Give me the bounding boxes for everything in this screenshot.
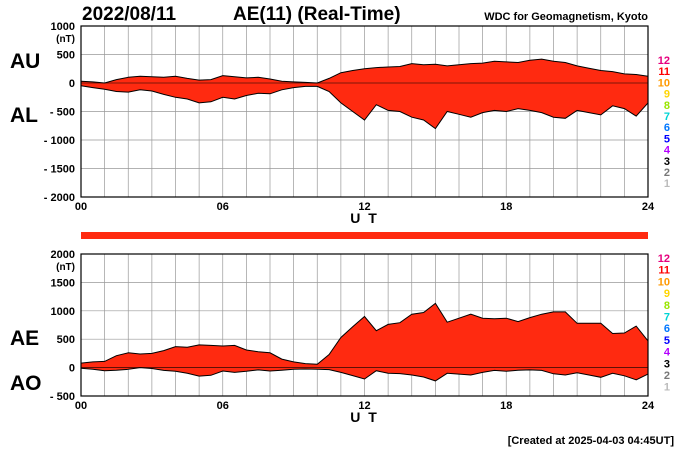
panel-2-ytick-label: - 500 (50, 391, 75, 403)
panel-2-series-ae-line (80, 302, 649, 365)
panel-1-ytick-label: - 1500 (44, 164, 75, 176)
panel-1-ytick-label: 500 (57, 50, 75, 62)
panel-1-frame (80, 25, 649, 198)
panel-1-xtick-label: 24 (642, 201, 655, 213)
panel-1-ytick-label: 0 (69, 78, 75, 90)
panel-1-xtick-label: 00 (75, 201, 87, 213)
panel-1-unit-label: (nT) (56, 34, 75, 45)
panel-1-xtick-label: 12 (358, 201, 370, 213)
panel-2-legend-hour-12: 12 (658, 253, 670, 265)
ao-label: AO (10, 372, 42, 395)
source-label: WDC for Geomagnetism, Kyoto (484, 11, 648, 23)
panel-2-ytick-label: 500 (57, 334, 75, 346)
panel-2-xaxis-label: U T (350, 409, 379, 425)
panel-2-envelope-fill (81, 303, 648, 381)
panel-2-frame (80, 253, 649, 397)
panel-1-ytick-label: - 1000 (44, 135, 75, 147)
panel-1-series-al-line (80, 85, 649, 130)
panel-2-ytick-label: 2000 (51, 249, 75, 261)
created-timestamp: [Created at 2025-04-03 04:45UT] (507, 435, 674, 447)
panel-2-legend-hour-1: 1 (664, 382, 670, 394)
panel-1-legend-hour-9: 9 (664, 89, 670, 101)
page-title-date: 2022/08/11 (82, 4, 177, 25)
panel-2-xtick-label: 12 (358, 400, 370, 412)
al-label: AL (10, 104, 38, 127)
panel-2-legend-hour-11: 11 (658, 265, 670, 277)
panel-2-xtick-label: 00 (75, 400, 87, 412)
panel-1-ytick-label: - 2000 (44, 192, 75, 204)
panel-2-xtick-label: 06 (217, 400, 229, 412)
panel-2-unit-label: (nT) (56, 262, 75, 273)
panel-1-legend-hour-1: 1 (664, 178, 670, 190)
panel-2-legend-hour-4: 4 (664, 347, 671, 359)
panel-1-legend-hour-12: 12 (658, 55, 670, 67)
panel-2-ytick-label: 1000 (51, 306, 75, 318)
panel-1-legend-hour-8: 8 (664, 100, 670, 112)
page-title-index: AE(11) (Real-Time) (233, 4, 401, 25)
ae-label: AE (10, 327, 40, 350)
panel-2-legend-hour-5: 5 (664, 335, 670, 347)
panel-1-series-au-line (80, 58, 649, 84)
panel-1-legend-hour-6: 6 (664, 122, 670, 134)
panel-1-ytick-label: - 500 (50, 107, 75, 119)
panel-1-ytick-label: 1000 (51, 21, 75, 33)
separator-bar (81, 232, 648, 239)
panel-1-legend-hour-7: 7 (664, 111, 670, 123)
panel-1-legend-hour-2: 2 (664, 167, 670, 179)
panel-2-legend-hour-9: 9 (664, 288, 670, 300)
panel-1-legend-hour-5: 5 (664, 133, 670, 145)
panel-2-xtick-label: 24 (642, 400, 655, 412)
panel-2-legend-hour-2: 2 (664, 370, 670, 382)
panel-2-legend-hour-3: 3 (664, 358, 670, 370)
panel-1-legend-hour-3: 3 (664, 156, 670, 168)
panel-1-legend-hour-10: 10 (658, 77, 670, 89)
panel-2-ytick-label: 0 (69, 363, 75, 375)
panel-1-xtick-label: 18 (500, 201, 512, 213)
panel-2-series-ao-line (80, 367, 649, 382)
panel-1-xaxis-label: U T (350, 210, 379, 226)
panel-2-legend-hour-7: 7 (664, 312, 670, 324)
panel-2-ytick-label: 1500 (51, 277, 75, 289)
panel-1-legend-hour-11: 11 (658, 66, 670, 78)
au-label: AU (10, 50, 41, 73)
panel-1-legend-hour-4: 4 (664, 145, 671, 157)
panel-2-legend-hour-8: 8 (664, 300, 670, 312)
panel-2-legend-hour-6: 6 (664, 323, 670, 335)
panel-1-xtick-label: 06 (217, 201, 229, 213)
panel-2-xtick-label: 18 (500, 400, 512, 412)
panel-2-legend-hour-10: 10 (658, 276, 670, 288)
